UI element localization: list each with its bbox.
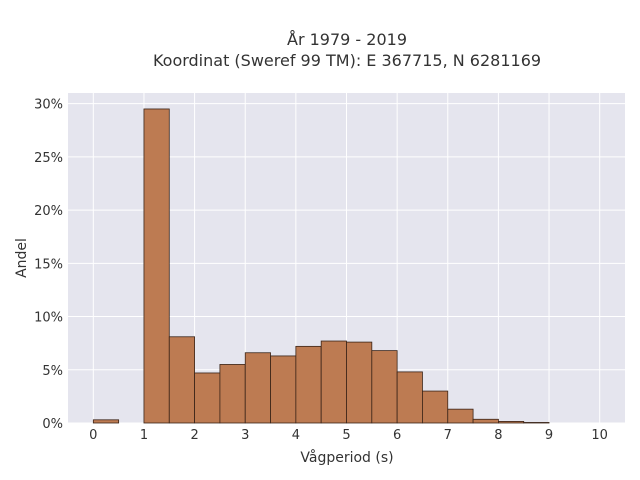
- x-tick-label: 8: [494, 428, 502, 443]
- histogram-bar: [295, 345, 322, 424]
- histogram-bar: [396, 371, 423, 424]
- x-tick-label: 5: [342, 428, 350, 443]
- x-tick-label: 2: [190, 428, 198, 443]
- y-tick-label: 10%: [34, 311, 63, 326]
- y-axis-label: Andel: [14, 238, 30, 278]
- x-tick-label: 3: [241, 428, 249, 443]
- x-tick-label: 4: [292, 428, 300, 443]
- y-tick-labels: 0% 5% 10% 15% 20% 25% 30%: [34, 98, 63, 432]
- histogram-bar: [143, 108, 170, 424]
- y-tick-label: 30%: [34, 98, 63, 113]
- chart-title-line1: År 1979 - 2019: [287, 30, 407, 49]
- histogram-bar: [168, 336, 195, 424]
- histogram-bar: [92, 419, 120, 424]
- histogram-bar: [270, 355, 297, 424]
- y-tick-label: 20%: [34, 204, 63, 219]
- y-tick-label: 25%: [34, 151, 63, 166]
- x-tick-labels: 0 1 2 3 4 5 6 7 8 9 10: [89, 428, 608, 443]
- chart-title-line2: Koordinat (Sweref 99 TM): E 367715, N 62…: [153, 51, 541, 70]
- x-axis-label: Vågperiod (s): [300, 449, 393, 466]
- histogram-bar: [523, 422, 550, 424]
- bars: [92, 108, 550, 424]
- histogram-bar: [447, 408, 474, 424]
- histogram-bar: [346, 341, 373, 424]
- y-tick-label: 5%: [42, 364, 63, 379]
- histogram-bar: [219, 364, 246, 424]
- x-tick-label: 7: [444, 428, 452, 443]
- x-tick-label: 1: [140, 428, 148, 443]
- histogram-bar: [194, 372, 221, 424]
- histogram-bar: [422, 390, 449, 424]
- x-tick-label: 10: [591, 428, 608, 443]
- y-tick-label: 0%: [42, 417, 63, 432]
- histogram-bar: [371, 350, 398, 424]
- histogram-bar: [472, 418, 499, 424]
- x-tick-label: 6: [393, 428, 401, 443]
- histogram-bar: [244, 352, 271, 424]
- y-tick-label: 15%: [34, 257, 63, 272]
- histogram-bar: [320, 340, 347, 424]
- x-tick-label: 9: [545, 428, 553, 443]
- x-tick-label: 0: [89, 428, 97, 443]
- histogram-bar: [498, 421, 525, 424]
